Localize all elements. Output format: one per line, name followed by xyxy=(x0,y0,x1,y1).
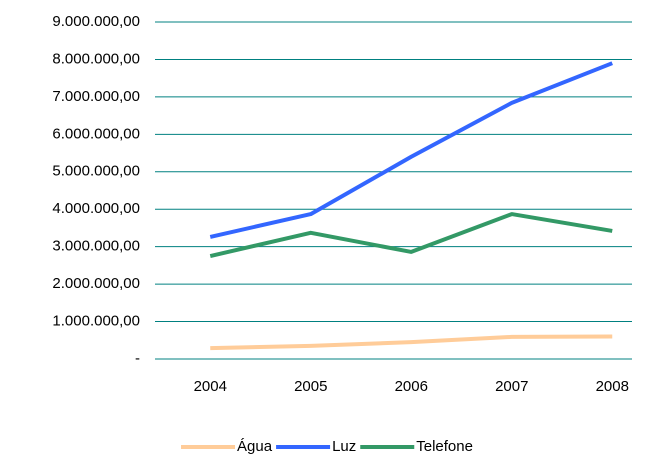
x-tick-label: 2007 xyxy=(495,378,528,395)
x-tick-label: 2008 xyxy=(596,378,629,395)
series-line xyxy=(209,61,613,239)
legend-label: Água xyxy=(237,438,273,455)
y-tick-label: 9.000.000,00 xyxy=(52,13,140,30)
y-tick-label: 2.000.000,00 xyxy=(52,275,140,292)
x-tick-label: 2005 xyxy=(294,378,327,395)
legend-label: Luz xyxy=(332,438,356,455)
x-tick-label: 2006 xyxy=(395,378,428,395)
y-tick-label: 5.000.000,00 xyxy=(52,163,140,180)
y-tick-label: 8.000.000,00 xyxy=(52,50,140,67)
x-tick-label: 2004 xyxy=(194,378,227,395)
series-line xyxy=(210,334,613,351)
y-tick-label: 4.000.000,00 xyxy=(52,200,140,217)
legend-label: Telefone xyxy=(416,438,473,455)
y-tick-label: 3.000.000,00 xyxy=(52,238,140,255)
y-tick-label: 7.000.000,00 xyxy=(52,88,140,105)
y-tick-label: 1.000.000,00 xyxy=(52,313,140,330)
y-tick-label: 6.000.000,00 xyxy=(52,125,140,142)
series-line xyxy=(209,212,613,258)
y-tick-label: - xyxy=(135,350,140,367)
